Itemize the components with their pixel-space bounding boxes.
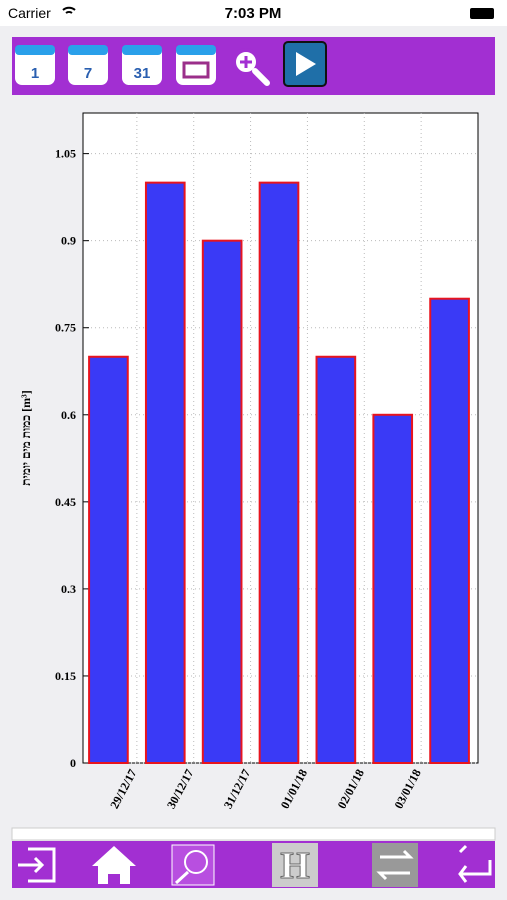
bar: [88, 355, 129, 764]
y-tick-label: 0.3: [61, 582, 76, 596]
carrier: Carrier: [8, 5, 51, 21]
calendar-day[interactable]: 1: [15, 45, 55, 85]
input-field[interactable]: [11, 827, 496, 841]
zoom-button[interactable]: [232, 48, 270, 86]
calendar-range[interactable]: [176, 45, 216, 85]
x-tick-label: 30/12/17: [164, 767, 196, 811]
bar: [429, 297, 470, 764]
bar: [315, 355, 357, 764]
home-button[interactable]: [92, 846, 136, 884]
play-button[interactable]: [283, 41, 327, 87]
calendar-week[interactable]: 7: [68, 45, 108, 85]
bar: [144, 181, 186, 764]
x-tick-label: 03/01/18: [391, 767, 423, 811]
battery: [470, 8, 494, 19]
bar: [201, 239, 243, 764]
search-button[interactable]: [171, 844, 215, 886]
x-tick-label: 02/01/18: [335, 767, 367, 811]
y-tick-label: 0.45: [55, 495, 76, 509]
bottom-bar: [12, 841, 495, 888]
history-button[interactable]: H: [272, 843, 318, 888]
x-tick-label: 29/12/17: [107, 767, 139, 811]
y-tick-label: 0: [70, 756, 76, 770]
calendar-month[interactable]: 31: [122, 45, 162, 85]
y-tick-label: 0.75: [55, 321, 76, 335]
x-tick-label: 01/01/18: [278, 767, 310, 811]
button-label: 1: [31, 65, 39, 82]
wifi-icon: [62, 6, 76, 14]
y-tick-label: 0.15: [55, 669, 76, 683]
y-axis-label: כמות מים יומית [m³]: [19, 390, 33, 486]
clock: 7:03 PM: [225, 5, 282, 22]
button-label: 31: [134, 65, 151, 82]
exit-button[interactable]: [18, 847, 56, 883]
y-tick-label: 1.05: [55, 147, 76, 161]
bar: [372, 413, 414, 764]
y-tick-label: 0.9: [61, 234, 76, 248]
status-bar: [0, 0, 507, 26]
back-button[interactable]: [458, 844, 492, 883]
history-label: H: [280, 845, 310, 887]
y-tick-label: 0.6: [61, 408, 76, 422]
chart: 0 0.15 0.3 0.45 0.6 0.75 0.9 1.05 29/12/17 30/12/…: [55, 113, 478, 811]
button-label: 7: [84, 65, 92, 82]
x-tick-label: 31/12/17: [221, 767, 253, 811]
swap-button[interactable]: [372, 843, 418, 887]
bar: [258, 181, 300, 764]
